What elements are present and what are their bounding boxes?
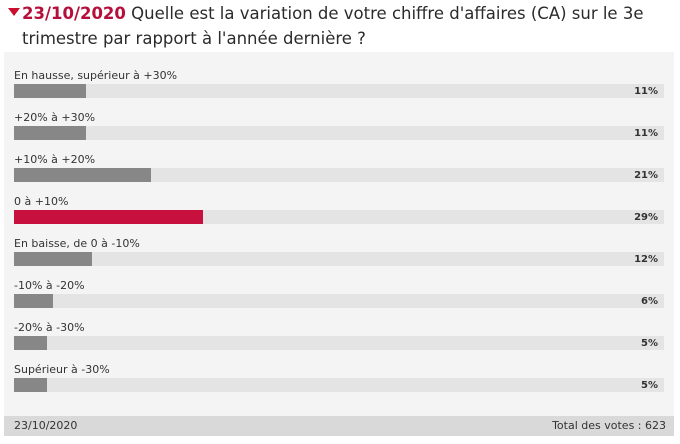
poll-title: 23/10/2020 Quelle est la variation de vo… [22, 1, 667, 51]
bar [14, 168, 151, 182]
bar-track [14, 84, 664, 98]
poll-header: 23/10/2020 Quelle est la variation de vo… [4, 0, 674, 52]
triangle-down-icon [8, 8, 20, 16]
bar-track [14, 294, 664, 308]
bar-track [14, 210, 664, 224]
bar-track [14, 336, 664, 350]
total-votes: Total des votes : 623 [552, 419, 666, 432]
bar [14, 252, 92, 266]
poll-date: 23/10/2020 [22, 4, 126, 23]
bar [14, 294, 53, 308]
percent-label: 6% [641, 296, 658, 307]
poll-widget: 23/10/2020 Quelle est la variation de vo… [4, 0, 674, 444]
percent-label: 21% [634, 170, 658, 181]
bar-track [14, 378, 664, 392]
option-label: En baisse, de 0 à -10% [14, 237, 140, 250]
bar-track [14, 168, 664, 182]
percent-label: 11% [634, 128, 658, 139]
percent-label: 5% [641, 338, 658, 349]
percent-label: 5% [641, 380, 658, 391]
poll-question: Quelle est la variation de votre chiffre… [22, 4, 644, 48]
bar [14, 84, 86, 98]
bar [14, 126, 86, 140]
bar [14, 210, 203, 224]
bar-track [14, 126, 664, 140]
poll-footer: 23/10/2020 Total des votes : 623 [4, 416, 674, 436]
percent-label: 12% [634, 254, 658, 265]
option-label: +20% à +30% [14, 111, 96, 124]
percent-label: 29% [634, 212, 658, 223]
option-label: Supérieur à -30% [14, 363, 110, 376]
poll-results: En hausse, supérieur à +30% 11% +20% à +30… [4, 52, 674, 416]
option-label: +10% à +20% [14, 153, 96, 166]
option-label: -20% à -30% [14, 321, 85, 334]
percent-label: 11% [634, 86, 658, 97]
option-label: En hausse, supérieur à +30% [14, 69, 178, 82]
option-label: 0 à +10% [14, 195, 69, 208]
bar-track [14, 252, 664, 266]
bar [14, 378, 47, 392]
footer-date: 23/10/2020 [14, 419, 78, 432]
bar [14, 336, 47, 350]
option-label: -10% à -20% [14, 279, 85, 292]
